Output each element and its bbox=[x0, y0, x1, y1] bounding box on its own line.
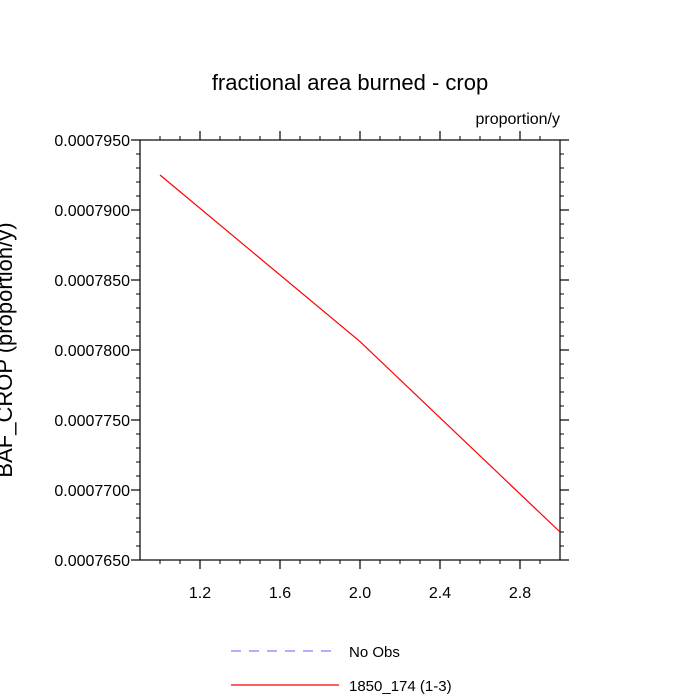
y-tick-label: 0.0007850 bbox=[54, 273, 130, 290]
y-axis: 0.0007650 0.0007700 0.0007750 0.0007800 0.00… bbox=[54, 133, 569, 570]
plot-frame bbox=[139, 139, 561, 561]
series-layer bbox=[159, 174, 561, 533]
y-tick-label: 0.0007750 bbox=[54, 413, 130, 430]
legend: No Obs 1850_174 (1-3) bbox=[231, 644, 452, 695]
units-label: proportion/y bbox=[476, 111, 561, 128]
legend-label: No Obs bbox=[349, 644, 400, 661]
minor-ticks bbox=[136, 136, 564, 564]
legend-label: 1850_174 (1-3) bbox=[349, 678, 452, 695]
x-tick-label: 2.8 bbox=[509, 585, 531, 602]
x-axis: 1.2 1.6 2.0 2.4 2.8 bbox=[189, 131, 531, 602]
y-tick-label: 0.0007650 bbox=[54, 553, 130, 570]
x-tick-label: 2.0 bbox=[349, 585, 371, 602]
chart-title: fractional area burned - crop bbox=[212, 70, 488, 95]
x-tick-label: 2.4 bbox=[429, 585, 451, 602]
x-tick-label: 1.6 bbox=[269, 585, 291, 602]
y-tick-label: 0.0007700 bbox=[54, 483, 130, 500]
y-tick-label: 0.0007900 bbox=[54, 203, 130, 220]
y-axis-label: BAF_CROP (proportion/y) bbox=[0, 222, 17, 477]
x-tick-label: 1.2 bbox=[189, 585, 211, 602]
series-line bbox=[159, 174, 561, 533]
y-tick-label: 0.0007800 bbox=[54, 343, 130, 360]
y-tick-label: 0.0007950 bbox=[54, 133, 130, 150]
